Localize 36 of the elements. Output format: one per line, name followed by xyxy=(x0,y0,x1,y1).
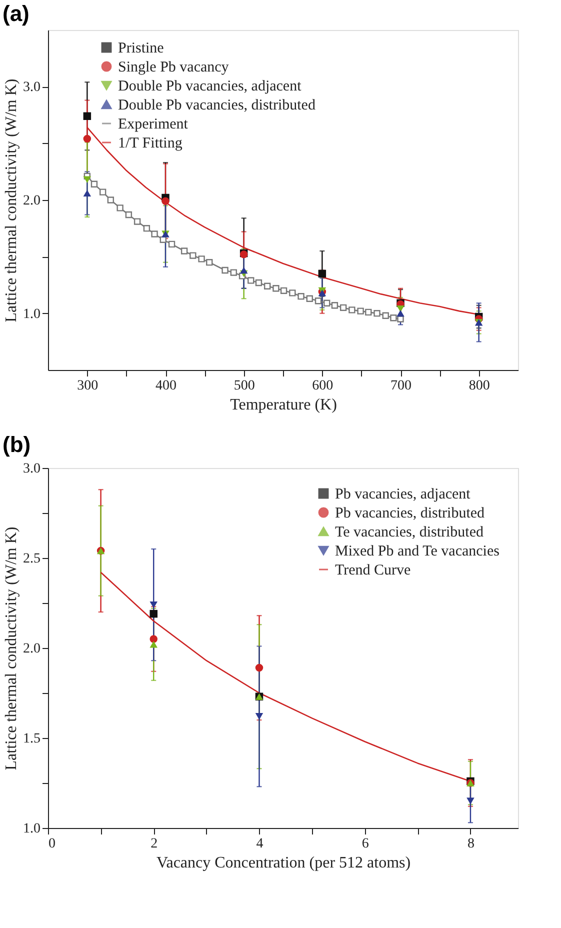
x-tick-label: 6 xyxy=(362,836,369,852)
x-tick-label: 500 xyxy=(234,378,255,394)
y-tick-label: 1.0 xyxy=(23,822,40,836)
y-axis-title: Lattice thermal conductivity (W/m K) xyxy=(3,78,20,322)
legend-label: 1/T Fitting xyxy=(118,136,183,152)
y-tick-label: 1.5 xyxy=(23,732,40,746)
y-tick-label: 1.0 xyxy=(23,306,40,322)
x-tick-label: 8 xyxy=(467,836,474,852)
x-tick-label: 700 xyxy=(390,378,412,394)
x-tick-label: 0 xyxy=(48,836,56,852)
y-tick-label: 2.5 xyxy=(23,552,40,566)
y-tick-label: 2.0 xyxy=(23,194,40,208)
legend-label: Pb vacancies, distributed xyxy=(335,506,486,522)
y-tick-label: 3.0 xyxy=(23,80,40,96)
legend-label: Te vacancies, distributed xyxy=(335,524,484,540)
x-tick-label: 4 xyxy=(256,836,264,852)
legend-label: Experiment xyxy=(118,116,189,132)
chart-title: (a) xyxy=(2,1,30,26)
x-tick-label: 2 xyxy=(150,836,158,852)
y-axis-title: Lattice thermal conductivity (W/m K) xyxy=(3,526,20,770)
chart-title: (b) xyxy=(2,432,31,457)
x-tick-label: 300 xyxy=(77,378,98,394)
legend-label: Double Pb vacancies, adjacent xyxy=(118,78,302,94)
x-tick-label: 800 xyxy=(468,378,490,394)
legend-label: Mixed Pb and Te vacancies xyxy=(335,544,500,560)
legend-label: Pb vacancies, adjacent xyxy=(335,486,472,502)
x-axis-title: Temperature (K) xyxy=(230,396,337,414)
legend-label: Trend Curve xyxy=(335,562,412,578)
x-tick-label: 400 xyxy=(156,378,176,394)
x-tick-label: 600 xyxy=(312,378,334,394)
legend-label: Single Pb vacancy xyxy=(118,60,230,76)
legend-label: Pristine xyxy=(118,40,164,56)
legend-label: Double Pb vacancies, distributed xyxy=(118,98,316,114)
y-tick-label: 2.0 xyxy=(23,642,40,656)
x-axis-title: Vacancy Concentration (per 512 atoms) xyxy=(156,854,411,872)
y-tick-label: 3.0 xyxy=(23,462,40,476)
